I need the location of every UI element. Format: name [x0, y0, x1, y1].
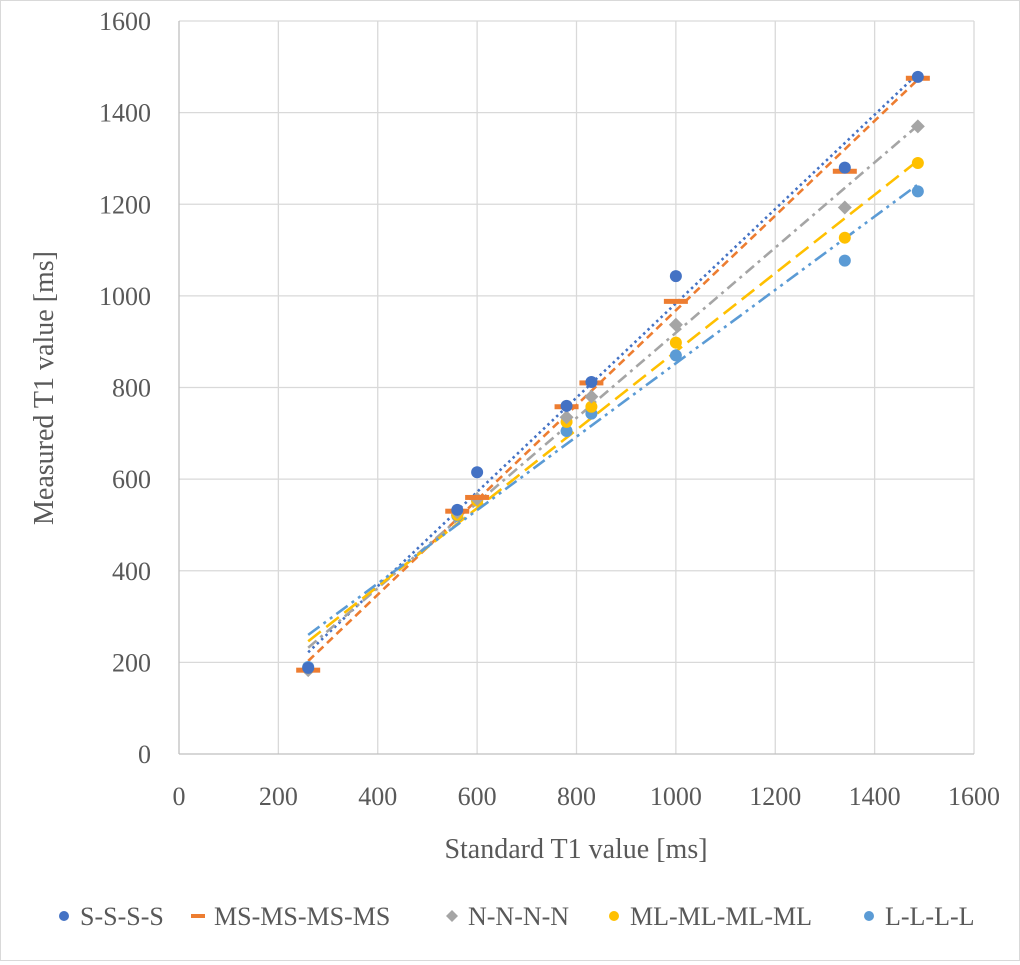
legend-label: L-L-L-L [885, 902, 975, 931]
point-s-s-s-s [911, 70, 924, 83]
point-s-s-s-s [560, 399, 573, 412]
legend-item: ML-ML-ML-ML [609, 902, 812, 931]
point-l-l-l-l [669, 349, 682, 362]
legend-label: S-S-S-S [80, 902, 164, 931]
legend-item: MS-MS-MS-MS [191, 902, 390, 931]
legend-item: N-N-N-N [446, 902, 569, 931]
legend-item: L-L-L-L [864, 902, 975, 931]
x-tick-label: 1200 [749, 782, 801, 811]
legend-swatch [446, 910, 458, 922]
legend-label: N-N-N-N [468, 902, 569, 931]
trendline-n-n-n-n [307, 124, 919, 649]
y-tick-label: 400 [112, 557, 151, 586]
point-l-l-l-l [560, 425, 573, 438]
tick-labels: 0 200 400 600 800 1000 1200 1400 1600 0 200 400 600 8… [99, 7, 1000, 811]
point-l-l-l-l [838, 254, 851, 267]
point-n-n-n-n [584, 389, 599, 404]
point-s-s-s-s [471, 466, 484, 479]
x-tick-label: 0 [173, 782, 186, 811]
point-s-s-s-s [838, 161, 851, 174]
x-tick-label: 600 [458, 782, 497, 811]
legend-swatch [59, 911, 69, 921]
point-n-n-n-n [910, 119, 925, 134]
axes [178, 21, 974, 755]
point-n-n-n-n [668, 317, 683, 332]
y-tick-label: 1600 [99, 7, 151, 36]
x-tick-label: 1400 [849, 782, 901, 811]
x-tick-label: 800 [557, 782, 596, 811]
y-tick-label: 0 [138, 740, 151, 769]
x-tick-label: 200 [259, 782, 298, 811]
legend-label: ML-ML-ML-ML [630, 902, 812, 931]
y-tick-label: 200 [112, 648, 151, 677]
point-ml-ml-ml-ml [669, 336, 682, 349]
x-axis-title: Standard T1 value [ms] [444, 834, 707, 865]
point-ms-ms-ms-ms [663, 298, 688, 304]
point-s-s-s-s [585, 376, 598, 389]
trendline-ml-ml-ml-ml [307, 159, 919, 643]
point-n-n-n-n [559, 410, 574, 425]
legend-swatch [191, 914, 205, 918]
point-n-n-n-n [837, 200, 852, 215]
point-l-l-l-l [911, 185, 924, 198]
point-ml-ml-ml-ml [585, 400, 598, 413]
y-tick-label: 1400 [99, 99, 151, 128]
point-s-s-s-s [302, 661, 315, 674]
trendline-s-s-s-s [307, 72, 919, 654]
y-tick-label: 1200 [99, 190, 151, 219]
point-s-s-s-s [451, 503, 464, 516]
legend-swatch [864, 911, 874, 921]
legend-label: MS-MS-MS-MS [214, 902, 390, 931]
legend: S-S-S-S MS-MS-MS-MS N-N-N-N ML-ML-ML-ML L-L-… [59, 902, 975, 931]
trendlines [307, 72, 919, 662]
legend-item: S-S-S-S [59, 902, 164, 931]
y-axis-title: Measured T1 value [ms] [29, 251, 60, 525]
data-points [296, 70, 930, 678]
x-tick-label: 1000 [650, 782, 702, 811]
y-tick-label: 600 [112, 465, 151, 494]
trendline-l-l-l-l [307, 183, 919, 636]
point-ml-ml-ml-ml [838, 231, 851, 244]
x-tick-label: 400 [358, 782, 397, 811]
point-ms-ms-ms-ms [465, 494, 490, 500]
x-tick-label: 1600 [948, 782, 1000, 811]
point-ml-ml-ml-ml [911, 157, 924, 170]
legend-swatch [609, 911, 619, 921]
point-s-s-s-s [669, 270, 682, 283]
y-tick-label: 800 [112, 374, 151, 403]
gridlines [179, 20, 975, 754]
trendline-ms-ms-ms-ms [307, 78, 919, 662]
y-tick-label: 1000 [99, 282, 151, 311]
